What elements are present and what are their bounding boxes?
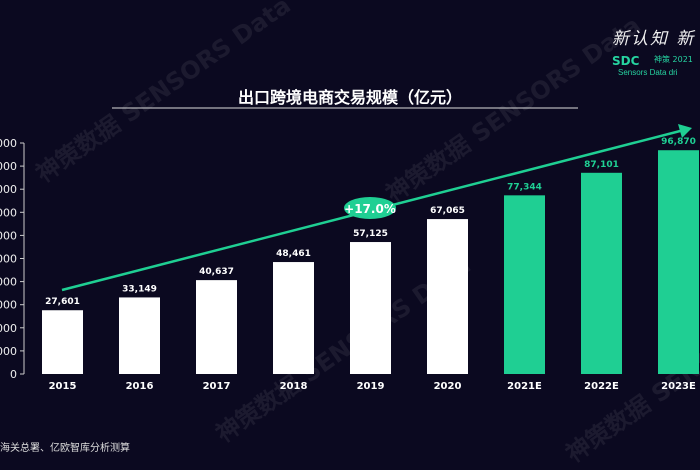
x-tick-label: 2023E — [661, 381, 696, 392]
bar-2015 — [42, 310, 83, 374]
bar-2021E — [504, 195, 545, 374]
growth-badge — [344, 197, 396, 219]
growth-rate-label: +17.0% — [344, 202, 396, 216]
bar-2018 — [273, 262, 314, 374]
source-note: 海关总署、亿欧智库分析测算 — [0, 443, 130, 454]
y-tick-label: 60000 — [0, 229, 17, 242]
data-label: 33,149 — [122, 284, 157, 294]
data-label: 77,344 — [507, 182, 542, 192]
x-tick-label: 2018 — [280, 381, 308, 392]
y-tick-label: 80000 — [0, 183, 17, 196]
logo: 新认知 新 SDC 神策 2021 Sensors Data dri — [612, 24, 696, 77]
y-tick-label: 40000 — [0, 276, 17, 289]
chart-title: 出口跨境电商交易规模（亿元） — [238, 88, 462, 107]
x-tick-label: 2017 — [203, 381, 231, 392]
y-tick-label: 30000 — [0, 299, 17, 312]
y-tick-label: 70000 — [0, 206, 17, 219]
y-tick-label: 10000 — [0, 345, 17, 358]
bar-2022E — [581, 172, 622, 374]
logo-brand: 神策 2021 — [654, 55, 693, 64]
data-label: 96,870 — [661, 137, 696, 147]
bar-2016 — [119, 297, 160, 374]
data-label: 67,065 — [430, 206, 465, 216]
data-label: 40,637 — [199, 267, 234, 277]
x-tick-label: 2019 — [357, 381, 385, 392]
y-tick-label: 20000 — [0, 322, 17, 335]
data-label: 87,101 — [584, 160, 619, 170]
y-tick-label: 0 — [10, 368, 17, 381]
x-tick-label: 2021E — [507, 381, 542, 392]
logo-slogan: 新认知 新 — [612, 29, 696, 49]
x-tick-label: 2020 — [434, 381, 462, 392]
y-tick-label: 50000 — [0, 253, 17, 266]
data-label: 27,601 — [45, 297, 80, 307]
data-label: 48,461 — [276, 249, 311, 259]
trend-arrowhead — [678, 124, 692, 138]
logo-mark: SDC — [612, 54, 640, 68]
y-tick-label: 90000 — [0, 160, 17, 173]
bar-2020 — [427, 219, 468, 374]
bar-2019 — [350, 242, 391, 374]
x-tick-label: 2016 — [126, 381, 154, 392]
bar-2023E — [658, 150, 699, 374]
x-tick-label: 2022E — [584, 381, 619, 392]
x-tick-label: 2015 — [49, 381, 77, 392]
data-label: 57,125 — [353, 229, 388, 239]
bar-2017 — [196, 280, 237, 374]
logo-tagline: Sensors Data dri — [618, 68, 678, 77]
y-tick-label: 100000 — [0, 137, 17, 150]
